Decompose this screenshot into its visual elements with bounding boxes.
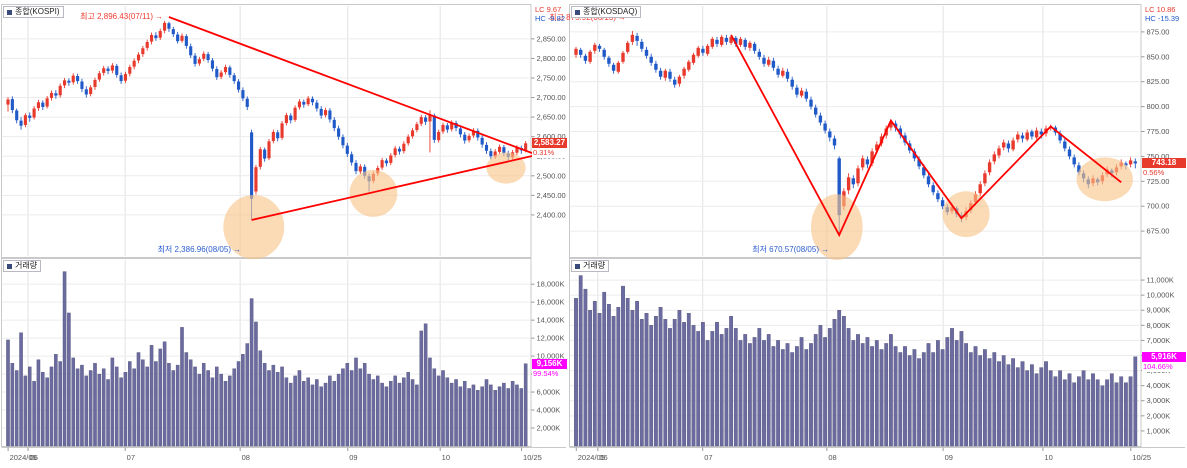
svg-text:2,600.00: 2,600.00 [537,132,566,141]
chart-title-chip[interactable]: 종합(KOSDAQ) [571,6,642,18]
svg-text:2,650.00: 2,650.00 [537,113,566,122]
kosdaq-panel: 2024/05 06 07 08 09 10 10/25 875.00 850.00 825.00… [549,0,1187,468]
lc-hc-readout: LC 9.67 HC -9.82 [535,5,565,23]
svg-text:725.00: 725.00 [1147,177,1170,186]
current-volume-value: 9,156K [532,359,567,369]
svg-text:10,000K: 10,000K [1147,291,1175,300]
svg-text:2,850.00: 2,850.00 [537,34,566,43]
svg-text:6,000K: 6,000K [537,388,561,397]
low-annotation-arrow: → [233,245,241,254]
volume-title: 거래량 [15,261,38,270]
current-price-value: 743.18 [1142,158,1186,168]
svg-text:2,000K: 2,000K [1147,411,1171,420]
hc-value: HC -9.82 [535,14,566,23]
svg-text:700.00: 700.00 [1147,202,1170,211]
svg-text:10/25: 10/25 [523,453,542,462]
svg-text:2,800.00: 2,800.00 [537,54,566,63]
svg-text:06: 06 [599,453,607,462]
low-annotation-arrow: → [821,245,829,254]
svg-text:07: 07 [704,453,712,462]
low-annotation-text: 최저 2,386.96(08/05) [157,245,231,254]
svg-text:12,000K: 12,000K [537,334,565,343]
svg-text:9,000K: 9,000K [1147,306,1171,315]
svg-text:850.00: 850.00 [1147,52,1170,61]
svg-text:2,750.00: 2,750.00 [537,73,566,82]
volume-title-chip[interactable]: 거래량 [3,260,42,272]
hc-value: HC -15.39 [1145,14,1180,23]
chart-title-chip[interactable]: 종합(KOSPI) [3,6,64,18]
current-price-change: 0.56% [1142,168,1186,178]
chart-icon [575,9,580,15]
svg-text:8,000K: 8,000K [1147,321,1171,330]
svg-text:4,000K: 4,000K [537,406,561,415]
chart-icon [7,9,12,15]
svg-text:2024/05: 2024/05 [10,453,37,462]
lc-hc-readout: LC 10.86 HC -15.39 [1145,5,1179,23]
current-price-change: 0.31% [532,148,567,158]
low-annotation-text: 최저 670.57(08/05) [752,245,819,254]
svg-text:4,000K: 4,000K [1147,381,1171,390]
svg-text:775.00: 775.00 [1147,127,1170,136]
svg-text:10,000K: 10,000K [537,352,565,361]
chart-title: 종합(KOSDAQ) [583,7,638,16]
current-volume-tag: 5,916K 104.66% [1142,352,1186,372]
svg-text:2,000K: 2,000K [537,424,561,433]
svg-text:10/25: 10/25 [1132,453,1151,462]
svg-text:14,000K: 14,000K [537,316,565,325]
svg-text:825.00: 825.00 [1147,77,1170,86]
low-annotation: 최저 670.57(08/05) → [752,245,829,254]
svg-text:07: 07 [127,453,135,462]
svg-text:18,000K: 18,000K [537,280,565,289]
current-volume-tag: 9,156K 99.54% [532,359,567,379]
current-price-tag: 743.18 0.56% [1142,158,1186,178]
svg-text:7,000K: 7,000K [1147,336,1171,345]
current-price-value: 2,583.27 [532,138,567,148]
volume-icon [575,263,580,269]
high-annotation-arrow: → [155,12,163,21]
svg-text:1,000K: 1,000K [1147,426,1171,435]
svg-text:08: 08 [242,453,250,462]
svg-text:06: 06 [30,453,38,462]
svg-text:2,500.00: 2,500.00 [537,171,566,180]
svg-text:875.00: 875.00 [1147,27,1170,36]
svg-text:10: 10 [1044,453,1052,462]
svg-text:09: 09 [349,453,357,462]
high-annotation: 최고 2,896.43(07/11) → [80,12,163,21]
low-annotation: 최저 2,386.96(08/05) → [158,245,241,254]
high-annotation-text: 최고 2,896.43(07/11) [80,12,153,21]
svg-text:675.00: 675.00 [1147,227,1170,236]
lc-value: LC 9.67 [535,5,562,14]
svg-text:11,000K: 11,000K [1147,276,1174,285]
current-volume-change: 104.66% [1142,362,1186,372]
svg-text:16,000K: 16,000K [537,298,565,307]
svg-text:2024/05: 2024/05 [578,453,605,462]
svg-text:3,000K: 3,000K [1147,396,1171,405]
chart-title: 종합(KOSPI) [15,7,60,16]
svg-text:10: 10 [442,453,450,462]
svg-text:2,450.00: 2,450.00 [537,191,566,200]
svg-text:800.00: 800.00 [1147,102,1170,111]
svg-text:2,400.00: 2,400.00 [537,210,566,219]
current-volume-value: 5,916K [1142,352,1186,362]
svg-text:750.00: 750.00 [1147,152,1170,161]
current-volume-change: 99.54% [532,369,567,379]
volume-title-chip[interactable]: 거래량 [571,260,610,272]
volume-icon [7,263,12,269]
svg-text:09: 09 [945,453,953,462]
lc-value: LC 10.86 [1145,5,1176,14]
volume-title: 거래량 [583,261,606,270]
svg-text:2,700.00: 2,700.00 [537,93,566,102]
kospi-panel: 2024/05 06 07 08 09 10 10/25 2,850.00 2,800.00 2,… [0,0,568,468]
current-price-tag: 2,583.27 0.31% [532,138,567,158]
svg-text:08: 08 [828,453,836,462]
